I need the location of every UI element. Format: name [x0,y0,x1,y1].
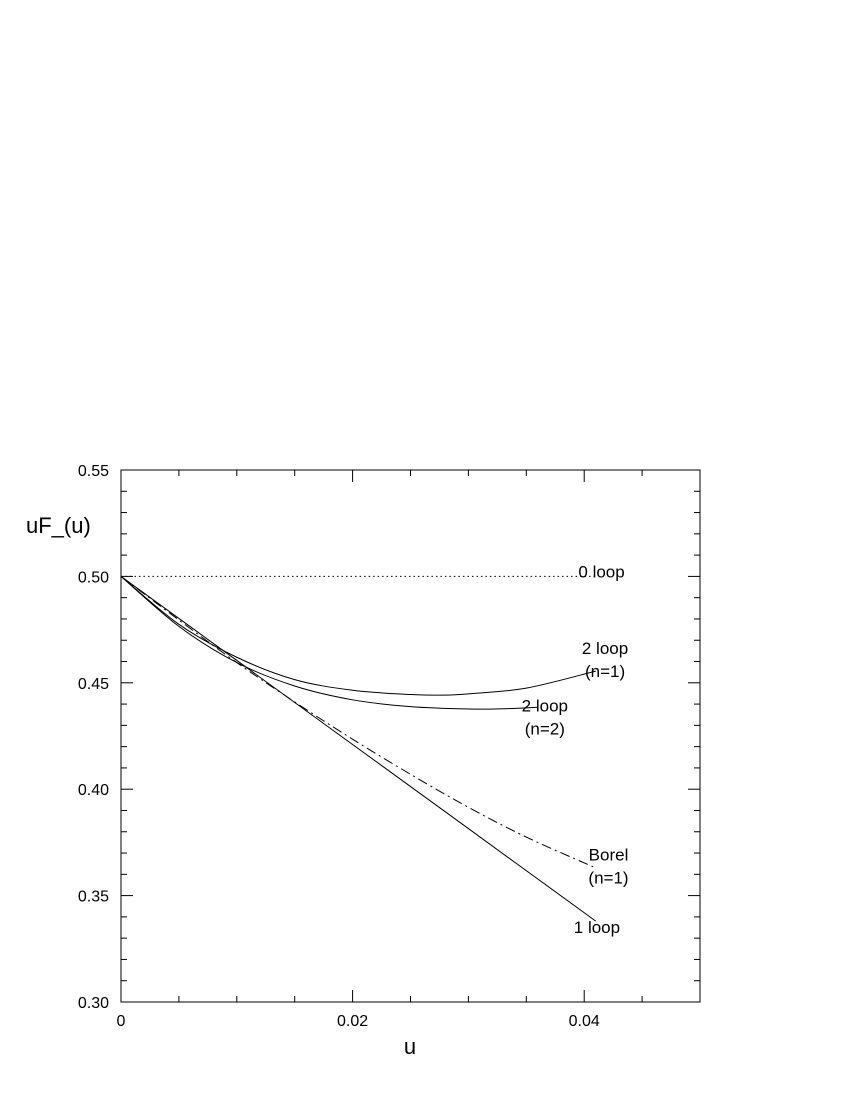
x-axis-label: u [404,1034,416,1059]
series-line-4 [121,576,538,709]
series-annotation-line: 0 loop [578,562,624,581]
series-annotation-line: Borel [589,845,629,864]
y-tick-label: 0.35 [78,889,109,906]
y-tick-label: 0.40 [78,782,109,799]
series-annotation-3: 2 loop (n=2) [522,697,568,739]
series-line-2 [121,576,596,921]
annotation-layer: 0 loop 2 loop (n=1) 2 loop (n=2) Borel (n=1) 1 … [522,562,629,936]
y-tick-label: 0.50 [78,569,109,586]
x-tick-label: 0.04 [569,1013,600,1030]
y-tick-label: 0.55 [78,463,109,480]
axis-tick-labels: 0 0.02 0.04 0.30 0.35 0.40 0.45 0.50 0.55 [78,463,600,1030]
series-layer [121,576,596,921]
series-annotation-1: 0 loop [578,562,624,581]
series-annotation-2: 2 loop (n=1) [582,639,628,681]
series-annotation-line: 2 loop [582,639,628,658]
series-annotation-4: Borel (n=1) [588,845,628,887]
y-tick-label: 0.45 [78,676,109,693]
series-annotation-line: (n=1) [588,868,628,887]
y-axis-label: uF_(u) [26,513,91,538]
series-annotation-5: 1 loop [574,918,620,937]
x-tick-label: 0.02 [337,1013,368,1030]
y-tick-label: 0.30 [78,995,109,1012]
series-annotation-line: 1 loop [574,918,620,937]
series-annotation-line: (n=2) [525,719,565,738]
x-tick-label: 0 [117,1013,126,1030]
series-annotation-line: (n=1) [585,662,625,681]
series-annotation-line: 2 loop [522,697,568,716]
